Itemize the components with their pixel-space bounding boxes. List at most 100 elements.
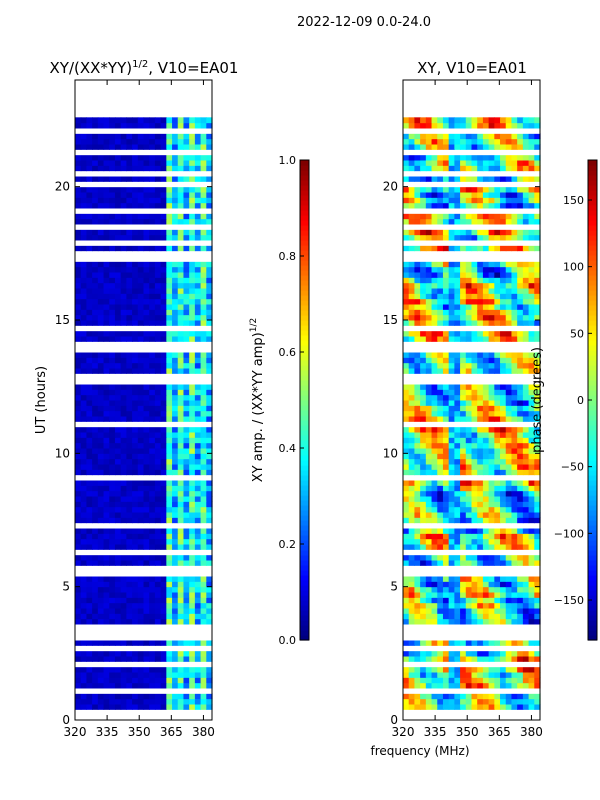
heatmap-cell xyxy=(75,394,82,401)
heatmap-cell xyxy=(414,282,421,289)
heatmap-cell xyxy=(120,464,127,470)
heatmap-cell xyxy=(149,533,156,540)
heatmap-cell xyxy=(126,581,133,588)
heatmap-cell xyxy=(437,592,444,598)
heatmap-cell xyxy=(482,656,490,662)
heatmap-cell xyxy=(494,501,501,508)
heatmap-cell xyxy=(465,138,473,145)
heatmap-cell xyxy=(522,442,530,449)
heatmap-cell xyxy=(114,698,122,705)
colorbar-step xyxy=(300,315,309,321)
heatmap-cell xyxy=(488,154,495,161)
colorbar-step xyxy=(588,555,597,561)
heatmap-cell xyxy=(172,426,179,433)
heatmap-cell xyxy=(471,581,478,588)
heatmap-cell xyxy=(488,266,495,273)
heatmap-cell xyxy=(494,160,501,166)
heatmap-cell xyxy=(471,672,478,678)
heatmap-cell xyxy=(488,682,495,689)
heatmap-cell xyxy=(494,405,501,412)
heatmap-cell xyxy=(437,197,444,204)
heatmap-cell xyxy=(166,666,173,673)
heatmap-cell xyxy=(137,272,145,278)
heatmap-cell xyxy=(154,400,162,406)
heatmap-cell xyxy=(143,453,150,460)
heatmap-cell xyxy=(437,640,444,646)
heatmap-cell xyxy=(189,517,196,524)
heatmap-cell xyxy=(86,186,93,193)
heatmap-cell xyxy=(143,336,150,342)
heatmap-cell xyxy=(414,453,421,460)
heatmap-cell xyxy=(454,282,461,289)
heatmap-cell xyxy=(420,368,427,374)
heatmap-cell xyxy=(460,464,467,470)
heatmap-cell xyxy=(183,266,190,273)
heatmap-cell xyxy=(494,704,501,710)
heatmap-cell xyxy=(86,117,93,124)
heatmap-cell xyxy=(120,410,127,417)
heatmap-cell xyxy=(200,613,207,620)
amp-ratio-colorbar-gradient xyxy=(300,160,309,641)
heatmap-cell xyxy=(500,176,507,182)
heatmap-cell xyxy=(132,330,139,337)
heatmap-cell xyxy=(477,554,484,561)
heatmap-cell xyxy=(477,133,484,140)
heatmap-cell xyxy=(425,234,433,241)
heatmap-cell xyxy=(109,618,116,625)
heatmap-cell xyxy=(166,122,173,129)
colorbar-step xyxy=(588,635,597,641)
heatmap-cell xyxy=(460,288,467,294)
heatmap-cell xyxy=(505,544,513,550)
heatmap-cell xyxy=(97,282,105,289)
heatmap-cell xyxy=(522,176,530,182)
heatmap-cell xyxy=(465,682,473,689)
heatmap-cell xyxy=(189,480,196,486)
heatmap-cell xyxy=(471,186,478,193)
heatmap-cell xyxy=(86,293,93,300)
heatmap-cell xyxy=(488,293,495,300)
heatmap-cell xyxy=(160,357,167,364)
heatmap-cell xyxy=(534,314,541,321)
heatmap-cell xyxy=(92,666,99,673)
heatmap-cell xyxy=(80,133,88,140)
heatmap-cell xyxy=(454,448,461,454)
heatmap-cell xyxy=(200,512,207,518)
heatmap-cell xyxy=(482,426,490,433)
heatmap-cell xyxy=(414,528,421,534)
heatmap-cell xyxy=(534,357,541,364)
heatmap-cell xyxy=(80,293,88,300)
heatmap-cell xyxy=(183,229,190,236)
heatmap-cell xyxy=(114,458,122,465)
heatmap-cell xyxy=(505,400,513,406)
heatmap-cell xyxy=(177,506,185,513)
heatmap-cell xyxy=(97,490,105,497)
colorbar-step xyxy=(588,315,597,321)
heatmap-cell xyxy=(482,234,490,241)
colorbar-step xyxy=(588,340,597,346)
heatmap-cell xyxy=(517,560,524,566)
heatmap-cell xyxy=(137,592,145,598)
heatmap-cell xyxy=(75,122,82,129)
heatmap-cell xyxy=(137,400,145,406)
colorbar-step xyxy=(588,570,597,576)
colorbar-step xyxy=(588,175,597,181)
heatmap-cell xyxy=(442,304,450,310)
heatmap-cell xyxy=(482,282,490,289)
heatmap-cell xyxy=(166,405,173,412)
heatmap-cell xyxy=(143,613,150,620)
heatmap-cell xyxy=(454,288,461,294)
heatmap-cell xyxy=(454,405,461,412)
heatmap-cell xyxy=(103,357,110,364)
heatmap-cell xyxy=(177,229,185,236)
heatmap-cell xyxy=(132,416,139,422)
heatmap-cell xyxy=(114,469,122,476)
heatmap-cell xyxy=(442,650,450,657)
heatmap-cell xyxy=(403,490,410,497)
heatmap-cell xyxy=(431,144,438,150)
colorbar-step xyxy=(588,255,597,261)
heatmap-cell xyxy=(442,368,450,374)
heatmap-cell xyxy=(206,442,213,449)
heatmap-cell xyxy=(522,122,530,129)
heatmap-cell xyxy=(471,602,478,609)
